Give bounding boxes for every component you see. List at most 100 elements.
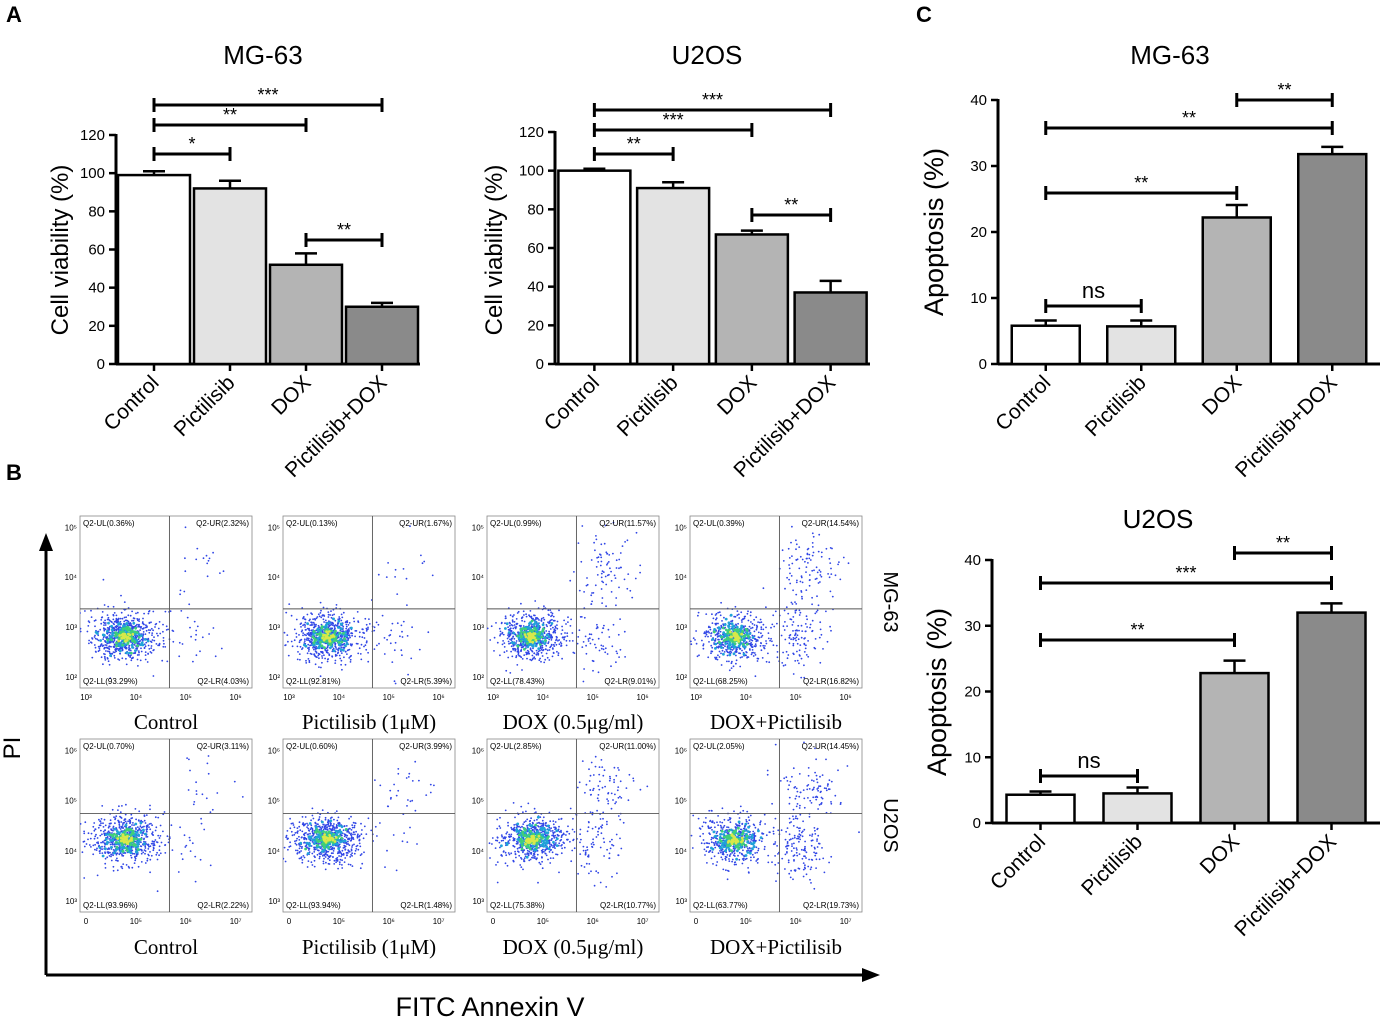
event-dot (765, 642, 768, 645)
event-dot (80, 612, 81, 614)
y-axis-label: Apoptosis (%) (919, 148, 949, 316)
bar (1005, 793, 1076, 825)
event-dot (156, 851, 159, 854)
event-dot (113, 845, 116, 848)
event-dot (154, 839, 157, 841)
event-dot (719, 614, 722, 617)
event-dot (164, 610, 167, 613)
event-dot (813, 569, 815, 572)
event-dot (137, 624, 140, 626)
event-dot-dense (751, 636, 755, 639)
event-dot (551, 614, 553, 617)
event-dot (520, 656, 523, 659)
event-dot (511, 624, 514, 627)
event-dot-dense (726, 631, 729, 635)
event-dot-dense (135, 837, 138, 841)
event-dot (290, 822, 293, 825)
event-dot (108, 645, 111, 648)
event-dot-dense (733, 645, 736, 649)
event-dot-dense (334, 629, 337, 633)
event-dot (203, 828, 206, 831)
quadrant-lr-label: Q2-LR(2.22%) (197, 901, 249, 910)
event-dot-dense (336, 634, 340, 637)
event-dot-dense (742, 643, 745, 646)
event-dot (345, 625, 348, 628)
event-dot (106, 614, 109, 616)
event-dot (552, 615, 555, 618)
event-dot (738, 617, 741, 619)
event-dot (702, 643, 705, 645)
x-tick-label: DOX (1198, 371, 1246, 419)
event-dot (510, 637, 513, 640)
event-dot (784, 664, 787, 666)
event-dot-dense (130, 637, 134, 640)
event-dot (320, 616, 323, 619)
event-dot (809, 623, 812, 626)
event-dot-dense (118, 649, 122, 653)
event-dot (711, 646, 714, 649)
event-dot (145, 641, 148, 644)
event-dot (367, 651, 369, 654)
flow-x-tick-label: 10³ (283, 693, 295, 702)
event-dot (760, 626, 763, 629)
event-dot-dense (94, 630, 98, 634)
event-dot (94, 835, 97, 838)
event-dot (555, 643, 558, 646)
event-dot-dense (329, 646, 332, 650)
event-dot (716, 658, 719, 661)
event-dot (316, 849, 319, 852)
event-dot (819, 581, 821, 583)
event-dot (754, 643, 757, 646)
event-dot-dense (524, 627, 527, 631)
event-dot (577, 542, 580, 544)
event-dot (97, 645, 100, 648)
flow-x-tick-label: 10⁵ (790, 693, 802, 702)
event-dot (284, 644, 286, 647)
event-dot (115, 815, 118, 818)
event-dot (144, 651, 147, 653)
event-dot (313, 625, 316, 628)
event-dot-dense (541, 623, 545, 627)
event-dot (289, 841, 291, 844)
event-dot (799, 644, 802, 646)
event-dot (145, 836, 148, 838)
event-dot (765, 640, 767, 642)
event-dot (751, 643, 753, 646)
event-dot (138, 618, 141, 621)
event-dot (560, 642, 563, 645)
event-dot (758, 636, 761, 639)
event-dot (829, 562, 832, 564)
event-dot (133, 617, 136, 620)
event-dot (626, 587, 629, 590)
event-dot (207, 755, 210, 757)
event-dot (367, 626, 369, 629)
event-dot (151, 824, 154, 827)
event-dot-dense (121, 643, 124, 647)
event-dot (635, 531, 638, 534)
event-dot (126, 831, 129, 834)
event-dot-dense (507, 631, 511, 634)
event-dot (208, 633, 211, 635)
event-dot (605, 583, 608, 586)
event-dot-dense (339, 622, 343, 626)
event-dot (705, 613, 708, 615)
event-dot (513, 621, 516, 623)
event-dot (561, 625, 563, 628)
event-dot-dense (733, 642, 737, 646)
event-dot (348, 622, 351, 624)
event-dot (695, 630, 697, 632)
flow-x-tick-label: 10⁴ (130, 693, 143, 702)
event-dot (188, 603, 191, 606)
event-dot (280, 830, 282, 832)
event-dot (548, 622, 550, 625)
flow-y-tick-label: 10⁵ (65, 523, 77, 532)
event-dot (741, 621, 743, 623)
event-dot (333, 859, 336, 862)
event-dot (733, 615, 736, 618)
event-dot (707, 626, 710, 629)
event-dot (110, 855, 112, 858)
event-dot-dense (143, 842, 146, 846)
event-dot (755, 640, 758, 643)
event-dot (540, 651, 543, 654)
event-dot (830, 629, 832, 632)
